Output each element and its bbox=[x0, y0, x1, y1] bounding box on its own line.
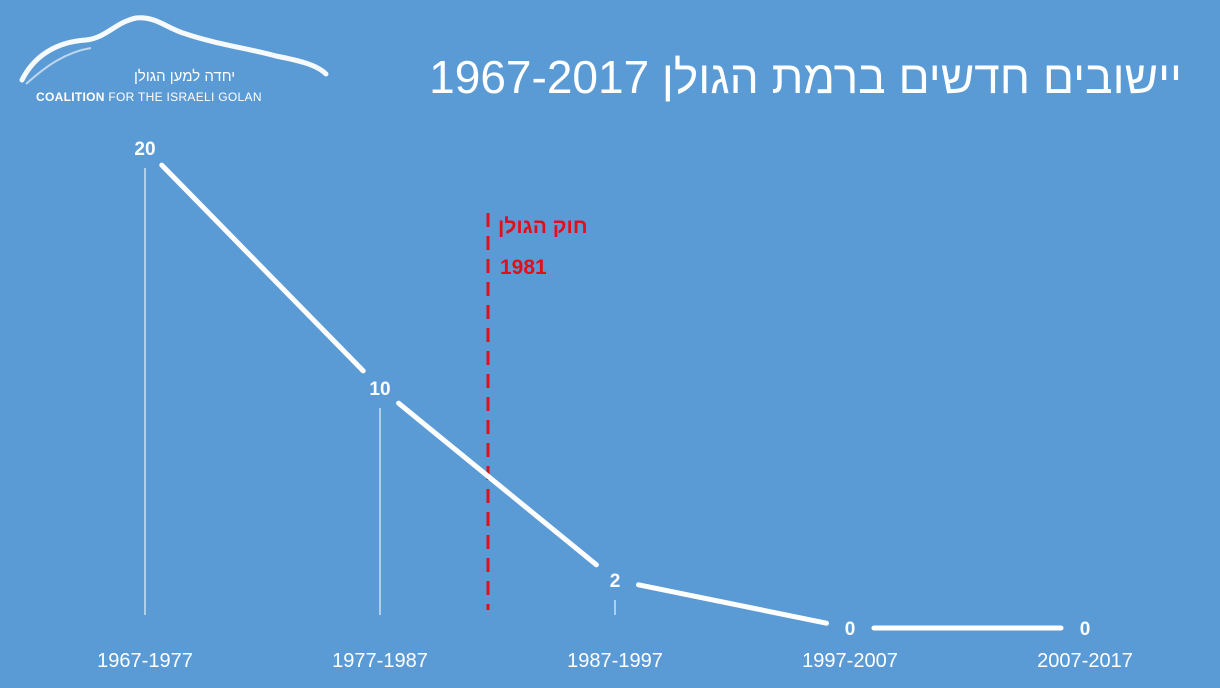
series-line-segment bbox=[159, 162, 366, 374]
chart-title: יישובים חדשים ברמת הגולן 1967-2017 bbox=[429, 51, 1182, 103]
annotation-label: חוק הגולן bbox=[498, 215, 588, 238]
x-tick-label: 1967-1977 bbox=[97, 650, 193, 672]
logo-english-text: COALITION FOR THE ISRAELI GOLAN bbox=[36, 90, 262, 104]
logo: יחדה למען הגולן COALITION FOR THE ISRAEL… bbox=[16, 8, 336, 108]
logo-english-rest: FOR THE ISRAELI GOLAN bbox=[104, 90, 262, 104]
data-label: 20 bbox=[134, 139, 155, 160]
series-line-segment bbox=[636, 582, 829, 626]
data-label: 0 bbox=[1080, 619, 1091, 640]
data-label: 2 bbox=[610, 571, 621, 592]
golan-ridge-icon bbox=[19, 15, 329, 85]
annotation-year: 1981 bbox=[500, 256, 547, 279]
logo-hebrew-text: יחדה למען הגולן bbox=[134, 68, 236, 85]
x-tick-label: 1987-1997 bbox=[567, 650, 663, 672]
logo-english-bold: COALITION bbox=[36, 90, 105, 104]
data-label: 0 bbox=[845, 619, 856, 640]
series-line-segment bbox=[396, 400, 599, 568]
data-label: 10 bbox=[369, 379, 390, 400]
x-tick-label: 1977-1987 bbox=[332, 650, 428, 672]
x-tick-label: 1997-2007 bbox=[802, 650, 898, 672]
x-tick-label: 2007-2017 bbox=[1037, 650, 1133, 672]
